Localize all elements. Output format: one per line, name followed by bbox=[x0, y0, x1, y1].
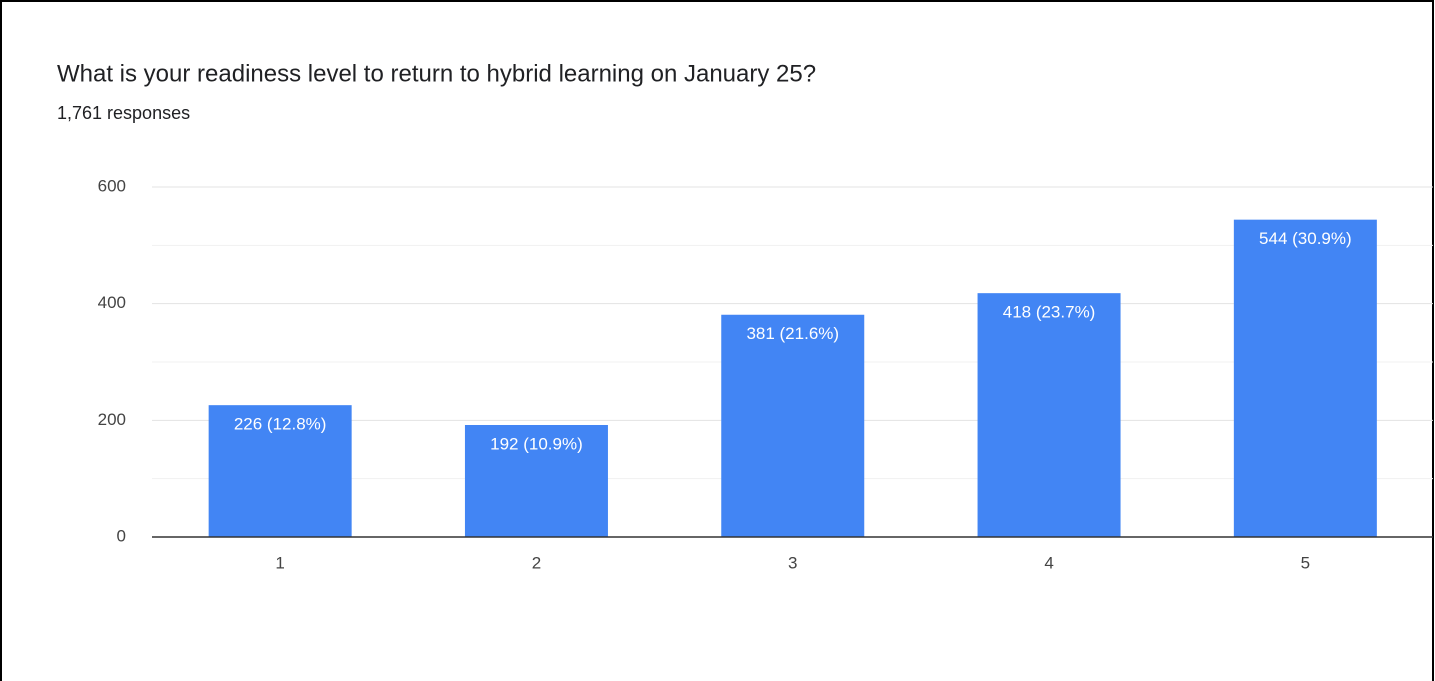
x-tick-label: 1 bbox=[275, 553, 284, 572]
x-tick-label: 4 bbox=[1044, 553, 1053, 572]
y-tick-label: 400 bbox=[98, 293, 126, 312]
chart-title: What is your readiness level to return t… bbox=[57, 60, 816, 87]
x-tick-label: 5 bbox=[1301, 553, 1310, 572]
x-tick-label: 3 bbox=[788, 553, 797, 572]
bar bbox=[977, 293, 1121, 537]
y-tick-label: 200 bbox=[98, 410, 126, 429]
data-label: 418 (23.7%) bbox=[1003, 303, 1096, 322]
data-label: 226 (12.8%) bbox=[234, 415, 327, 434]
x-tick-label: 2 bbox=[532, 553, 541, 572]
chart-subtitle: 1,761 responses bbox=[57, 103, 190, 123]
y-tick-label: 0 bbox=[117, 526, 126, 545]
bar bbox=[1233, 219, 1377, 537]
bar bbox=[721, 314, 865, 537]
data-label: 381 (21.6%) bbox=[746, 324, 839, 343]
data-label: 192 (10.9%) bbox=[490, 434, 583, 453]
bar bbox=[208, 405, 352, 537]
bar bbox=[464, 425, 608, 537]
data-label: 544 (30.9%) bbox=[1259, 229, 1352, 248]
y-tick-label: 600 bbox=[98, 176, 126, 195]
